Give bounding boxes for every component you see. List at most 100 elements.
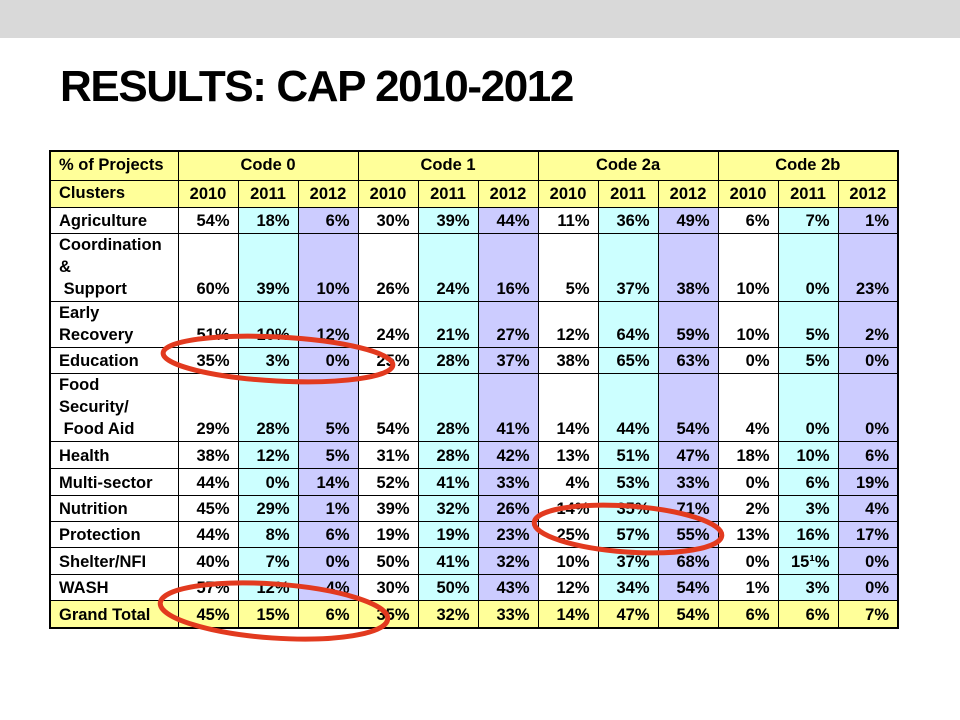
value-code2b-2012: 0% [837, 546, 899, 575]
value-code1-2011: 41% [417, 546, 479, 575]
value-code2a-2012: 49% [657, 206, 719, 234]
grand-total-label: Grand Total [49, 599, 179, 629]
value-code1-2010: 30% [357, 206, 419, 234]
row-shelter-nfi: Shelter/NFI 40% 7% 0% 50% 41% 32% 10% 37… [49, 546, 899, 575]
row-agriculture: Agriculture 54% 18% 6% 30% 39% 44% 11% 3… [49, 206, 899, 234]
cluster-name-line: Protection [59, 525, 141, 544]
value-code1-2011: 28% [417, 372, 479, 442]
value-code0-2010: 29% [177, 372, 239, 442]
cluster-name-line: Food Aid [59, 419, 135, 438]
row-food-security: Food Security/ Food Aid 29% 28% 5% 54% 2… [49, 372, 899, 442]
value-code0-2010: 51% [177, 300, 239, 348]
value-code2b-2011: 3% [777, 494, 839, 522]
cluster-name: Shelter/NFI [49, 546, 179, 575]
cluster-name: Early Recovery [49, 300, 179, 348]
value-code0-2011: 3% [237, 346, 299, 374]
value-code1-2010: 52% [357, 467, 419, 496]
value-code1-2012: 16% [477, 232, 539, 302]
value-code2b-2012: 23% [837, 232, 899, 302]
total-code1-2011: 32% [417, 599, 479, 629]
value-code0-2012: 0% [297, 346, 359, 374]
row-education: Education 35% 3% 0% 25% 28% 37% 38% 65% … [49, 346, 899, 374]
value-code2b-2010: 10% [717, 232, 779, 302]
total-code0-2012: 6% [297, 599, 359, 629]
row-coordination-support: Coordination & Support 60% 39% 10% 26% 2… [49, 232, 899, 302]
value-code0-2010: 57% [177, 573, 239, 601]
total-code1-2010: 35% [357, 599, 419, 629]
grand-total-label-text: Grand Total [59, 606, 151, 624]
value-code2a-2011: 57% [597, 520, 659, 548]
total-code0-2011: 15% [237, 599, 299, 629]
value-code2b-2011: 16% [777, 520, 839, 548]
year-header-code1-2011: 2011 [417, 179, 479, 208]
cluster-name-line: Agriculture [59, 211, 148, 230]
value-code0-2011: 10% [237, 300, 299, 348]
value-code2a-2012: 55% [657, 520, 719, 548]
value-code1-2012: 26% [477, 494, 539, 522]
value-code2a-2010: 25% [537, 520, 599, 548]
value-code0-2012: 4% [297, 573, 359, 601]
value-code2a-2012: 71% [657, 494, 719, 522]
group-header-code1: Code 1 [357, 150, 539, 181]
cluster-name: Multi-sector [49, 467, 179, 496]
cluster-name: Protection [49, 520, 179, 548]
value-code2b-2012: 6% [837, 440, 899, 469]
year-header-code1-2012: 2012 [477, 179, 539, 208]
group-header-code2b: Code 2b [717, 150, 899, 181]
value-code2b-2010: 6% [717, 206, 779, 234]
value-code1-2011: 32% [417, 494, 479, 522]
cluster-name: Agriculture [49, 206, 179, 234]
value-code0-2012: 0% [297, 546, 359, 575]
value-code2a-2011: 35% [597, 494, 659, 522]
value-code2a-2011: 37% [597, 232, 659, 302]
year-header-code2b-2010: 2010 [717, 179, 779, 208]
year-header-code2b-2011: 2011 [777, 179, 839, 208]
cluster-name-line: Security/ [59, 397, 129, 416]
value-code1-2012: 37% [477, 346, 539, 374]
slide-title: RESULTS: CAP 2010-2012 [60, 62, 574, 111]
value-code2b-2011: 5% [777, 346, 839, 374]
year-header-code2a-2011: 2011 [597, 179, 659, 208]
cluster-name: Coordination & Support [49, 232, 179, 302]
year-header-code2b-2012: 2012 [837, 179, 899, 208]
value-code1-2011: 21% [417, 300, 479, 348]
value-code2b-2012: 4% [837, 494, 899, 522]
value-code2b-2012: 1% [837, 206, 899, 234]
value-code1-2012: 32% [477, 546, 539, 575]
value-code2a-2011: 36% [597, 206, 659, 234]
value-code2b-2011: 7% [777, 206, 839, 234]
value-code2b-2011: 3% [777, 573, 839, 601]
value-code1-2011: 24% [417, 232, 479, 302]
value-code2b-2010: 2% [717, 494, 779, 522]
value-code0-2012: 5% [297, 440, 359, 469]
header-row-years: Clusters 2010 2011 2012 2010 2011 2012 2… [49, 179, 899, 208]
year-header-code2a-2012: 2012 [657, 179, 719, 208]
value-code0-2010: 54% [177, 206, 239, 234]
value-code2b-2012: 0% [837, 346, 899, 374]
year-header-code0-2010: 2010 [177, 179, 239, 208]
value-code1-2012: 23% [477, 520, 539, 548]
value-code2a-2012: 54% [657, 372, 719, 442]
value-code0-2010: 38% [177, 440, 239, 469]
value-code2a-2011: 37% [597, 546, 659, 575]
value-code2a-2012: 63% [657, 346, 719, 374]
cluster-name: Food Security/ Food Aid [49, 372, 179, 442]
value-code2b-2011: 0% [777, 232, 839, 302]
value-code2a-2011: 34% [597, 573, 659, 601]
value-code2b-2011: 15¹% [777, 546, 839, 575]
value-code0-2011: 29% [237, 494, 299, 522]
value-code2b-2010: 10% [717, 300, 779, 348]
results-table: % of Projects Code 0 Code 1 Code 2a Code… [49, 150, 900, 629]
value-code1-2010: 19% [357, 520, 419, 548]
value-code2b-2011: 0% [777, 372, 839, 442]
value-code2b-2010: 4% [717, 372, 779, 442]
value-code0-2010: 44% [177, 467, 239, 496]
value-code2b-2011: 10% [777, 440, 839, 469]
value-code2b-2010: 13% [717, 520, 779, 548]
value-code2a-2010: 11% [537, 206, 599, 234]
cluster-name-line: Support [59, 279, 127, 298]
cluster-name-line: Early [59, 303, 100, 322]
cluster-name: WASH [49, 573, 179, 601]
value-code0-2010: 45% [177, 494, 239, 522]
value-code0-2012: 6% [297, 520, 359, 548]
